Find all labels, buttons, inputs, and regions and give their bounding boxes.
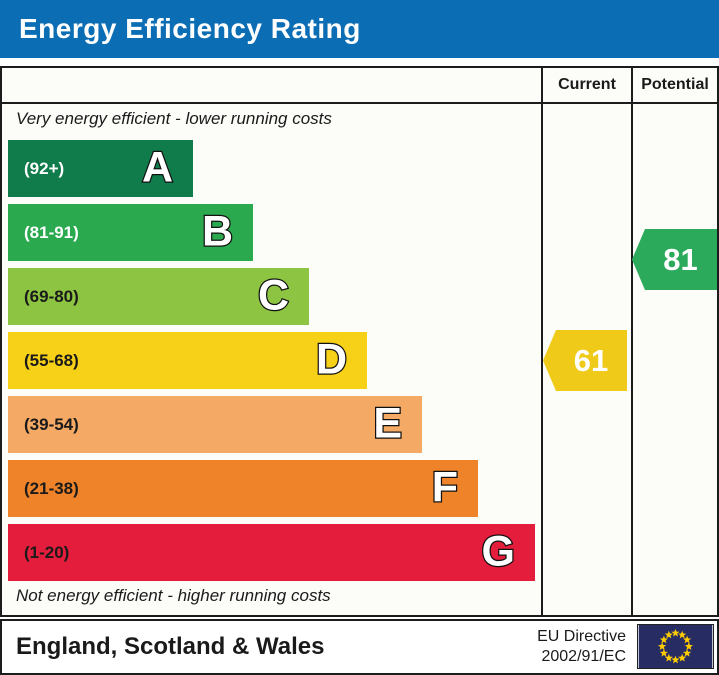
potential-rating-arrow: 81 [632, 229, 717, 290]
header-row-divider [2, 102, 717, 104]
current-rating-arrow: 61 [543, 330, 627, 391]
eu-directive-line1: EU Directive [537, 628, 626, 645]
band-letter: F [430, 463, 459, 512]
column-header-potential: Potential [641, 76, 709, 93]
potential-rating-value: 81 [663, 242, 698, 277]
band-row-d: (55-68) D [8, 332, 367, 389]
band-row-a: (92+) A [8, 140, 193, 197]
current-column-divider [541, 68, 543, 615]
band-range: (92+) [24, 158, 65, 178]
band-row-b: (81-91) B [8, 204, 253, 261]
rating-bands: (92+) A (81-91) B (69-80) C (55-68) D (3… [8, 140, 535, 588]
region-label: England, Scotland & Wales [16, 633, 325, 660]
band-row-g: (1-20) G [8, 524, 535, 581]
eu-directive-line2: 2002/91/EC [541, 648, 626, 665]
band-range: (21-38) [24, 478, 79, 498]
band-row-e: (39-54) E [8, 396, 422, 453]
band-letter: B [201, 207, 235, 256]
band-range: (69-80) [24, 286, 79, 306]
band-letter: G [480, 527, 516, 576]
page-title: Energy Efficiency Rating [19, 13, 361, 44]
eu-flag-svg [638, 625, 713, 668]
band-row-f: (21-38) F [8, 460, 478, 517]
bottom-note: Not energy efficient - higher running co… [16, 586, 331, 605]
band-range: (39-54) [24, 414, 79, 434]
band-range: (81-91) [24, 222, 79, 242]
eu-directive-label: EU Directive 2002/91/EC [537, 627, 626, 667]
band-row-c: (69-80) C [8, 268, 309, 325]
potential-column-divider [631, 68, 633, 615]
title-bar: Energy Efficiency Rating [0, 0, 719, 58]
band-letter: E [372, 399, 403, 448]
rating-table: Current Potential Very energy efficient … [0, 66, 719, 617]
band-letter: A [141, 143, 175, 192]
band-letter: D [315, 335, 349, 384]
column-header-current: Current [558, 76, 616, 93]
band-letter: C [257, 271, 291, 320]
current-rating-value: 61 [573, 343, 609, 378]
top-note: Very energy efficient - lower running co… [16, 109, 332, 128]
band-range: (55-68) [24, 350, 79, 370]
footer-bar: England, Scotland & Wales EU Directive 2… [0, 619, 719, 675]
band-range: (1-20) [24, 542, 70, 562]
eu-flag-icon [637, 624, 714, 669]
